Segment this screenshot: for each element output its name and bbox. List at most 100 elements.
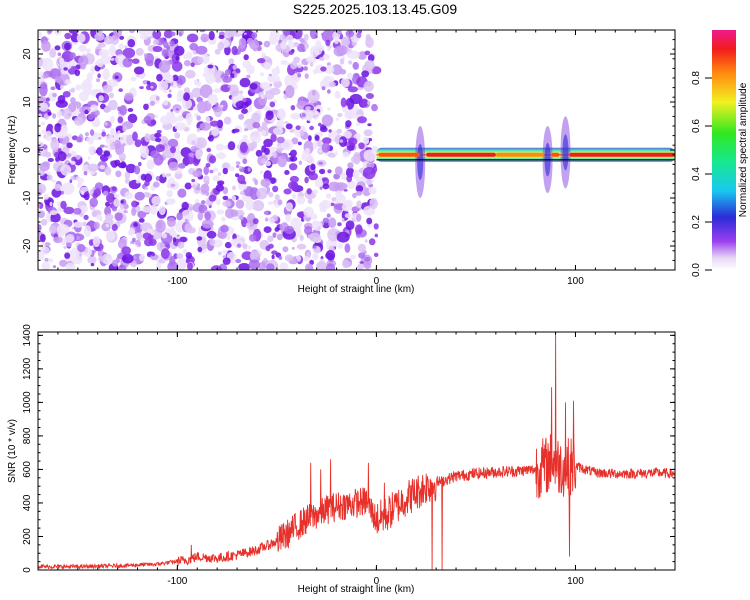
noise-blob — [64, 79, 72, 85]
noise-blob — [242, 60, 251, 69]
noise-blob — [260, 178, 271, 187]
noise-blob — [52, 113, 57, 119]
noise-blob — [183, 59, 191, 67]
noise-blob — [135, 239, 141, 246]
noise-blob — [296, 196, 306, 205]
noise-blob — [175, 55, 180, 61]
noise-blob — [232, 185, 236, 191]
noise-blob — [357, 243, 366, 253]
noise-blob — [344, 213, 352, 219]
noise-blob — [246, 37, 254, 45]
noise-blob — [328, 129, 332, 133]
noise-blob — [290, 61, 298, 70]
noise-blob — [57, 95, 66, 104]
noise-blob — [250, 135, 257, 142]
noise-blob — [285, 202, 293, 212]
noise-blob — [41, 261, 51, 270]
noise-blob — [213, 88, 222, 94]
noise-blob — [291, 137, 299, 145]
noise-blob — [57, 148, 62, 153]
noise-blob — [301, 109, 314, 120]
noise-blob — [339, 58, 345, 65]
noise-blob — [146, 159, 155, 170]
noise-blob — [297, 73, 302, 78]
noise-blob — [86, 136, 94, 143]
noise-blob — [325, 249, 336, 261]
y-tick-label: 400 — [22, 494, 33, 511]
noise-blob — [122, 253, 134, 264]
noise-blob — [98, 137, 102, 140]
noise-blob — [97, 256, 105, 262]
noise-blob — [126, 134, 135, 146]
noise-blob — [246, 74, 251, 79]
noise-blob — [288, 152, 292, 156]
noise-blob — [309, 30, 318, 39]
noise-blob — [108, 92, 114, 99]
snr-panel: -100 0 100 0 200 400 600 800 1000 1200 1400 Heigh… — [7, 324, 676, 595]
noise-blob — [215, 184, 224, 192]
noise-blob — [136, 231, 143, 241]
noise-blob — [152, 30, 162, 40]
noise-blob — [256, 187, 268, 200]
noise-blob — [216, 119, 224, 129]
noise-blob — [57, 151, 67, 162]
noise-blob — [196, 100, 208, 114]
noise-blob — [206, 147, 212, 153]
noise-blob — [162, 172, 167, 178]
noise-blob — [105, 230, 116, 242]
y-tick-label: 800 — [22, 427, 33, 444]
noise-blob — [276, 136, 285, 144]
noise-blob — [362, 136, 370, 144]
noise-blob — [217, 251, 222, 256]
noise-blob — [131, 200, 139, 208]
noise-blob — [230, 258, 236, 264]
noise-blob — [104, 166, 112, 176]
noise-blob — [264, 147, 270, 155]
noise-blob — [223, 116, 232, 125]
noise-blob — [185, 252, 192, 259]
noise-blob — [59, 57, 65, 65]
noise-blob — [87, 163, 99, 172]
noise-blob — [349, 254, 357, 260]
noise-blob — [247, 167, 251, 172]
noise-blob — [166, 45, 171, 51]
noise-blob — [45, 130, 52, 142]
noise-blob — [363, 261, 372, 270]
noise-blob — [301, 112, 306, 118]
noise-blob — [321, 30, 335, 43]
noise-blob — [282, 30, 291, 36]
noise-blob — [99, 144, 105, 148]
noise-blob — [303, 216, 306, 220]
noise-blob — [239, 190, 245, 196]
noise-blob — [242, 134, 248, 140]
noise-blob — [217, 172, 222, 176]
noise-blob — [313, 47, 322, 56]
noise-blob — [178, 162, 186, 169]
noise-blob — [325, 39, 331, 47]
noise-blob — [222, 249, 228, 255]
noise-blob — [123, 204, 129, 210]
noise-blob — [150, 119, 157, 125]
noise-blob — [156, 96, 160, 101]
noise-blob — [305, 106, 311, 110]
noise-blob — [176, 253, 184, 259]
noise-blob — [272, 151, 278, 159]
noise-blob — [258, 261, 267, 270]
noise-blob — [236, 30, 243, 35]
noise-blob — [318, 161, 324, 165]
noise-blob — [54, 45, 61, 51]
noise-blob — [325, 193, 332, 199]
snr-x-axis: -100 0 100 — [57, 332, 676, 587]
noise-blob — [299, 234, 304, 241]
noise-blob — [57, 231, 65, 238]
noise-blob — [238, 113, 245, 120]
noise-blob — [205, 116, 211, 124]
noise-blob — [284, 170, 290, 175]
noise-blob — [296, 243, 307, 250]
noise-blob — [191, 178, 196, 183]
band-segment — [551, 152, 560, 157]
noise-blob — [65, 234, 75, 243]
noise-blob — [135, 179, 141, 184]
noise-blob — [243, 54, 249, 61]
